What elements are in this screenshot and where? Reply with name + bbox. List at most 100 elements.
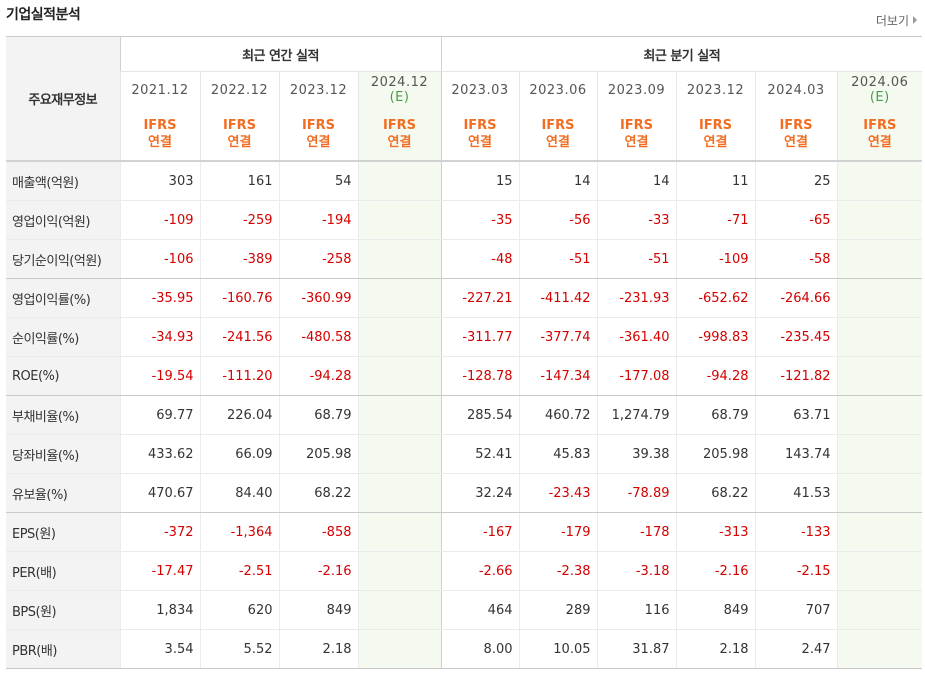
table-cell: -179: [518, 512, 597, 552]
table-cell: [836, 395, 923, 435]
table-cell: -411.42: [518, 278, 597, 318]
table-cell: -194: [278, 200, 358, 240]
table-cell: [357, 551, 441, 591]
ifrs-header: IFRS 연결: [836, 108, 923, 162]
ifrs-label: IFRS: [541, 118, 575, 133]
table-cell: [836, 551, 923, 591]
table-cell: -94.28: [278, 356, 358, 396]
financial-table: 주요재무정보 최근 연간 실적 최근 분기 실적 2021.12 2022.12 2…: [6, 36, 923, 669]
table-cell: -128.78: [440, 356, 519, 396]
period-header: 2021.12: [119, 71, 200, 108]
period-date: 2023.03: [451, 82, 509, 98]
table-cell: -311.77: [440, 317, 519, 357]
table-cell: -227.21: [440, 278, 519, 318]
table-cell: -111.20: [199, 356, 279, 396]
consolidated-label: 연결: [387, 135, 412, 150]
period-date: 2021.12: [131, 82, 189, 98]
table-cell: 10.05: [518, 629, 597, 669]
table-cell: [357, 434, 441, 474]
table-cell: 15: [440, 161, 519, 201]
table-cell: [357, 317, 441, 357]
table-cell: -372: [119, 512, 200, 552]
table-cell: -858: [278, 512, 358, 552]
table-cell: [836, 434, 923, 474]
table-cell: -106: [119, 239, 200, 279]
consolidated-label: 연결: [784, 135, 808, 150]
table-cell: 464: [440, 590, 519, 630]
row-label: 순이익률(%): [6, 317, 120, 357]
table-row: 매출액(억원) 303 161 54 15 14 14 11 25: [6, 161, 923, 201]
row-label: PER(배): [6, 551, 120, 591]
more-link[interactable]: 더보기: [876, 12, 917, 29]
table-row: BPS(원) 1,834 620 849 464 289 116 849 707: [6, 590, 923, 630]
ifrs-header-row: IFRS 연결 IFRS 연결 IFRS 연결 IFRS 연결 IFRS 연결 IFRS 연결 IFRS…: [6, 108, 923, 162]
period-date: 2023.12: [289, 82, 348, 98]
period-header: 2023.12: [278, 71, 358, 108]
table-cell: [836, 161, 923, 201]
table-row: 당좌비율(%) 433.62 66.09 205.98 52.41 45.83 39.38 2…: [6, 434, 923, 474]
estimate-mark: (E): [389, 90, 410, 105]
table-cell: -2.15: [754, 551, 837, 591]
table-cell: 1,274.79: [596, 395, 676, 435]
table-cell: [357, 395, 441, 435]
table-cell: 849: [278, 590, 358, 630]
table-row: 당기순이익(억원) -106 -389 -258 -48 -51 -51 -109 -58: [6, 239, 923, 279]
ifrs-header: IFRS 연결: [357, 108, 441, 162]
table-cell: -231.93: [596, 278, 676, 318]
table-cell: 303: [119, 161, 200, 201]
consolidated-label: 연결: [468, 135, 492, 150]
table-cell: 2.18: [675, 629, 755, 669]
table-cell: [357, 629, 441, 669]
period-date: 2022.12: [210, 82, 269, 98]
table-cell: -377.74: [518, 317, 597, 357]
ifrs-label: IFRS: [143, 118, 177, 133]
table-cell: [836, 278, 923, 318]
ifrs-label: IFRS: [382, 118, 417, 133]
table-cell: -241.56: [199, 317, 279, 357]
table-cell: [836, 629, 923, 669]
consolidated-label: 연결: [867, 135, 892, 150]
table-cell: -2.66: [440, 551, 519, 591]
table-cell: -58: [754, 239, 837, 279]
table-cell: 143.74: [754, 434, 837, 474]
table-cell: 14: [596, 161, 676, 201]
period-header: 2023.03: [440, 71, 519, 108]
table-cell: -35.95: [119, 278, 200, 318]
table-cell: 68.22: [675, 473, 755, 513]
table-cell: -177.08: [596, 356, 676, 396]
table-cell: [357, 590, 441, 630]
table-cell: 66.09: [199, 434, 279, 474]
table-cell: -35: [440, 200, 519, 240]
section-title: 기업실적분석: [6, 7, 81, 23]
table-cell: 25: [754, 161, 837, 201]
table-row: PBR(배) 3.54 5.52 2.18 8.00 10.05 31.87 2.18 2.47: [6, 629, 923, 669]
period-date: 2024.06: [851, 75, 909, 90]
table-cell: -480.58: [278, 317, 358, 357]
table-cell: -78.89: [596, 473, 676, 513]
table-cell: 289: [518, 590, 597, 630]
ifrs-header: IFRS 연결: [754, 108, 837, 162]
table-cell: -109: [119, 200, 200, 240]
ifrs-label: IFRS: [863, 118, 897, 133]
table-cell: -2.51: [199, 551, 279, 591]
table-cell: 32.24: [440, 473, 519, 513]
table-row: EPS(원) -372 -1,364 -858 -167 -179 -178 -313 -133: [6, 512, 923, 552]
table-cell: -48: [440, 239, 519, 279]
period-header-row: 2021.12 2022.12 2023.12 2024.12 (E) 2023.03 20…: [6, 71, 923, 108]
table-cell: -160.76: [199, 278, 279, 318]
table-cell: 849: [675, 590, 755, 630]
table-cell: 8.00: [440, 629, 519, 669]
table-cell: 54: [278, 161, 358, 201]
table-cell: 45.83: [518, 434, 597, 474]
table-cell: -133: [754, 512, 837, 552]
table-cell: 3.54: [119, 629, 200, 669]
table-cell: 11: [675, 161, 755, 201]
table-cell: [357, 239, 441, 279]
ifrs-label: IFRS: [619, 118, 654, 133]
consolidated-label: 연결: [624, 135, 649, 150]
table-cell: -2.16: [278, 551, 358, 591]
table-cell: 5.52: [199, 629, 279, 669]
table-cell: -178: [596, 512, 676, 552]
table-cell: -652.62: [675, 278, 755, 318]
row-label: 영업이익(억원): [6, 200, 120, 240]
